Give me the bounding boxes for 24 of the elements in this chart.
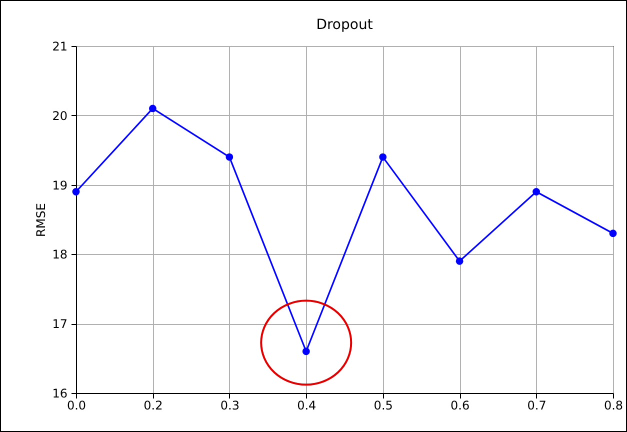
x-tick-label: 0.4	[297, 398, 316, 412]
chart-title: Dropout	[316, 17, 374, 33]
x-tick-label: 0.7	[527, 398, 546, 412]
x-tick-label: 0.8	[604, 398, 624, 412]
y-tick-label: 16	[52, 386, 68, 400]
x-tick-label: 0.0	[66, 398, 86, 412]
y-tick-label: 21	[52, 40, 68, 54]
point	[226, 153, 234, 161]
y-tick-label: 19	[52, 178, 68, 192]
point	[532, 188, 540, 196]
point	[149, 104, 156, 112]
point	[72, 188, 80, 196]
point	[302, 348, 310, 356]
x-tick-label: 0.3	[220, 398, 240, 412]
x-tick-label: 0.5	[374, 398, 393, 412]
x-tick-label: 0.6	[450, 398, 470, 412]
y-tick-label: 18	[52, 248, 68, 262]
y-tick-label: 17	[52, 317, 68, 332]
point	[379, 153, 387, 161]
y-tick-label: 20	[52, 108, 68, 123]
point	[609, 230, 617, 238]
point	[456, 257, 464, 265]
y-axis-title: RMSE	[34, 203, 48, 237]
x-tick-label: 0.2	[144, 398, 163, 412]
